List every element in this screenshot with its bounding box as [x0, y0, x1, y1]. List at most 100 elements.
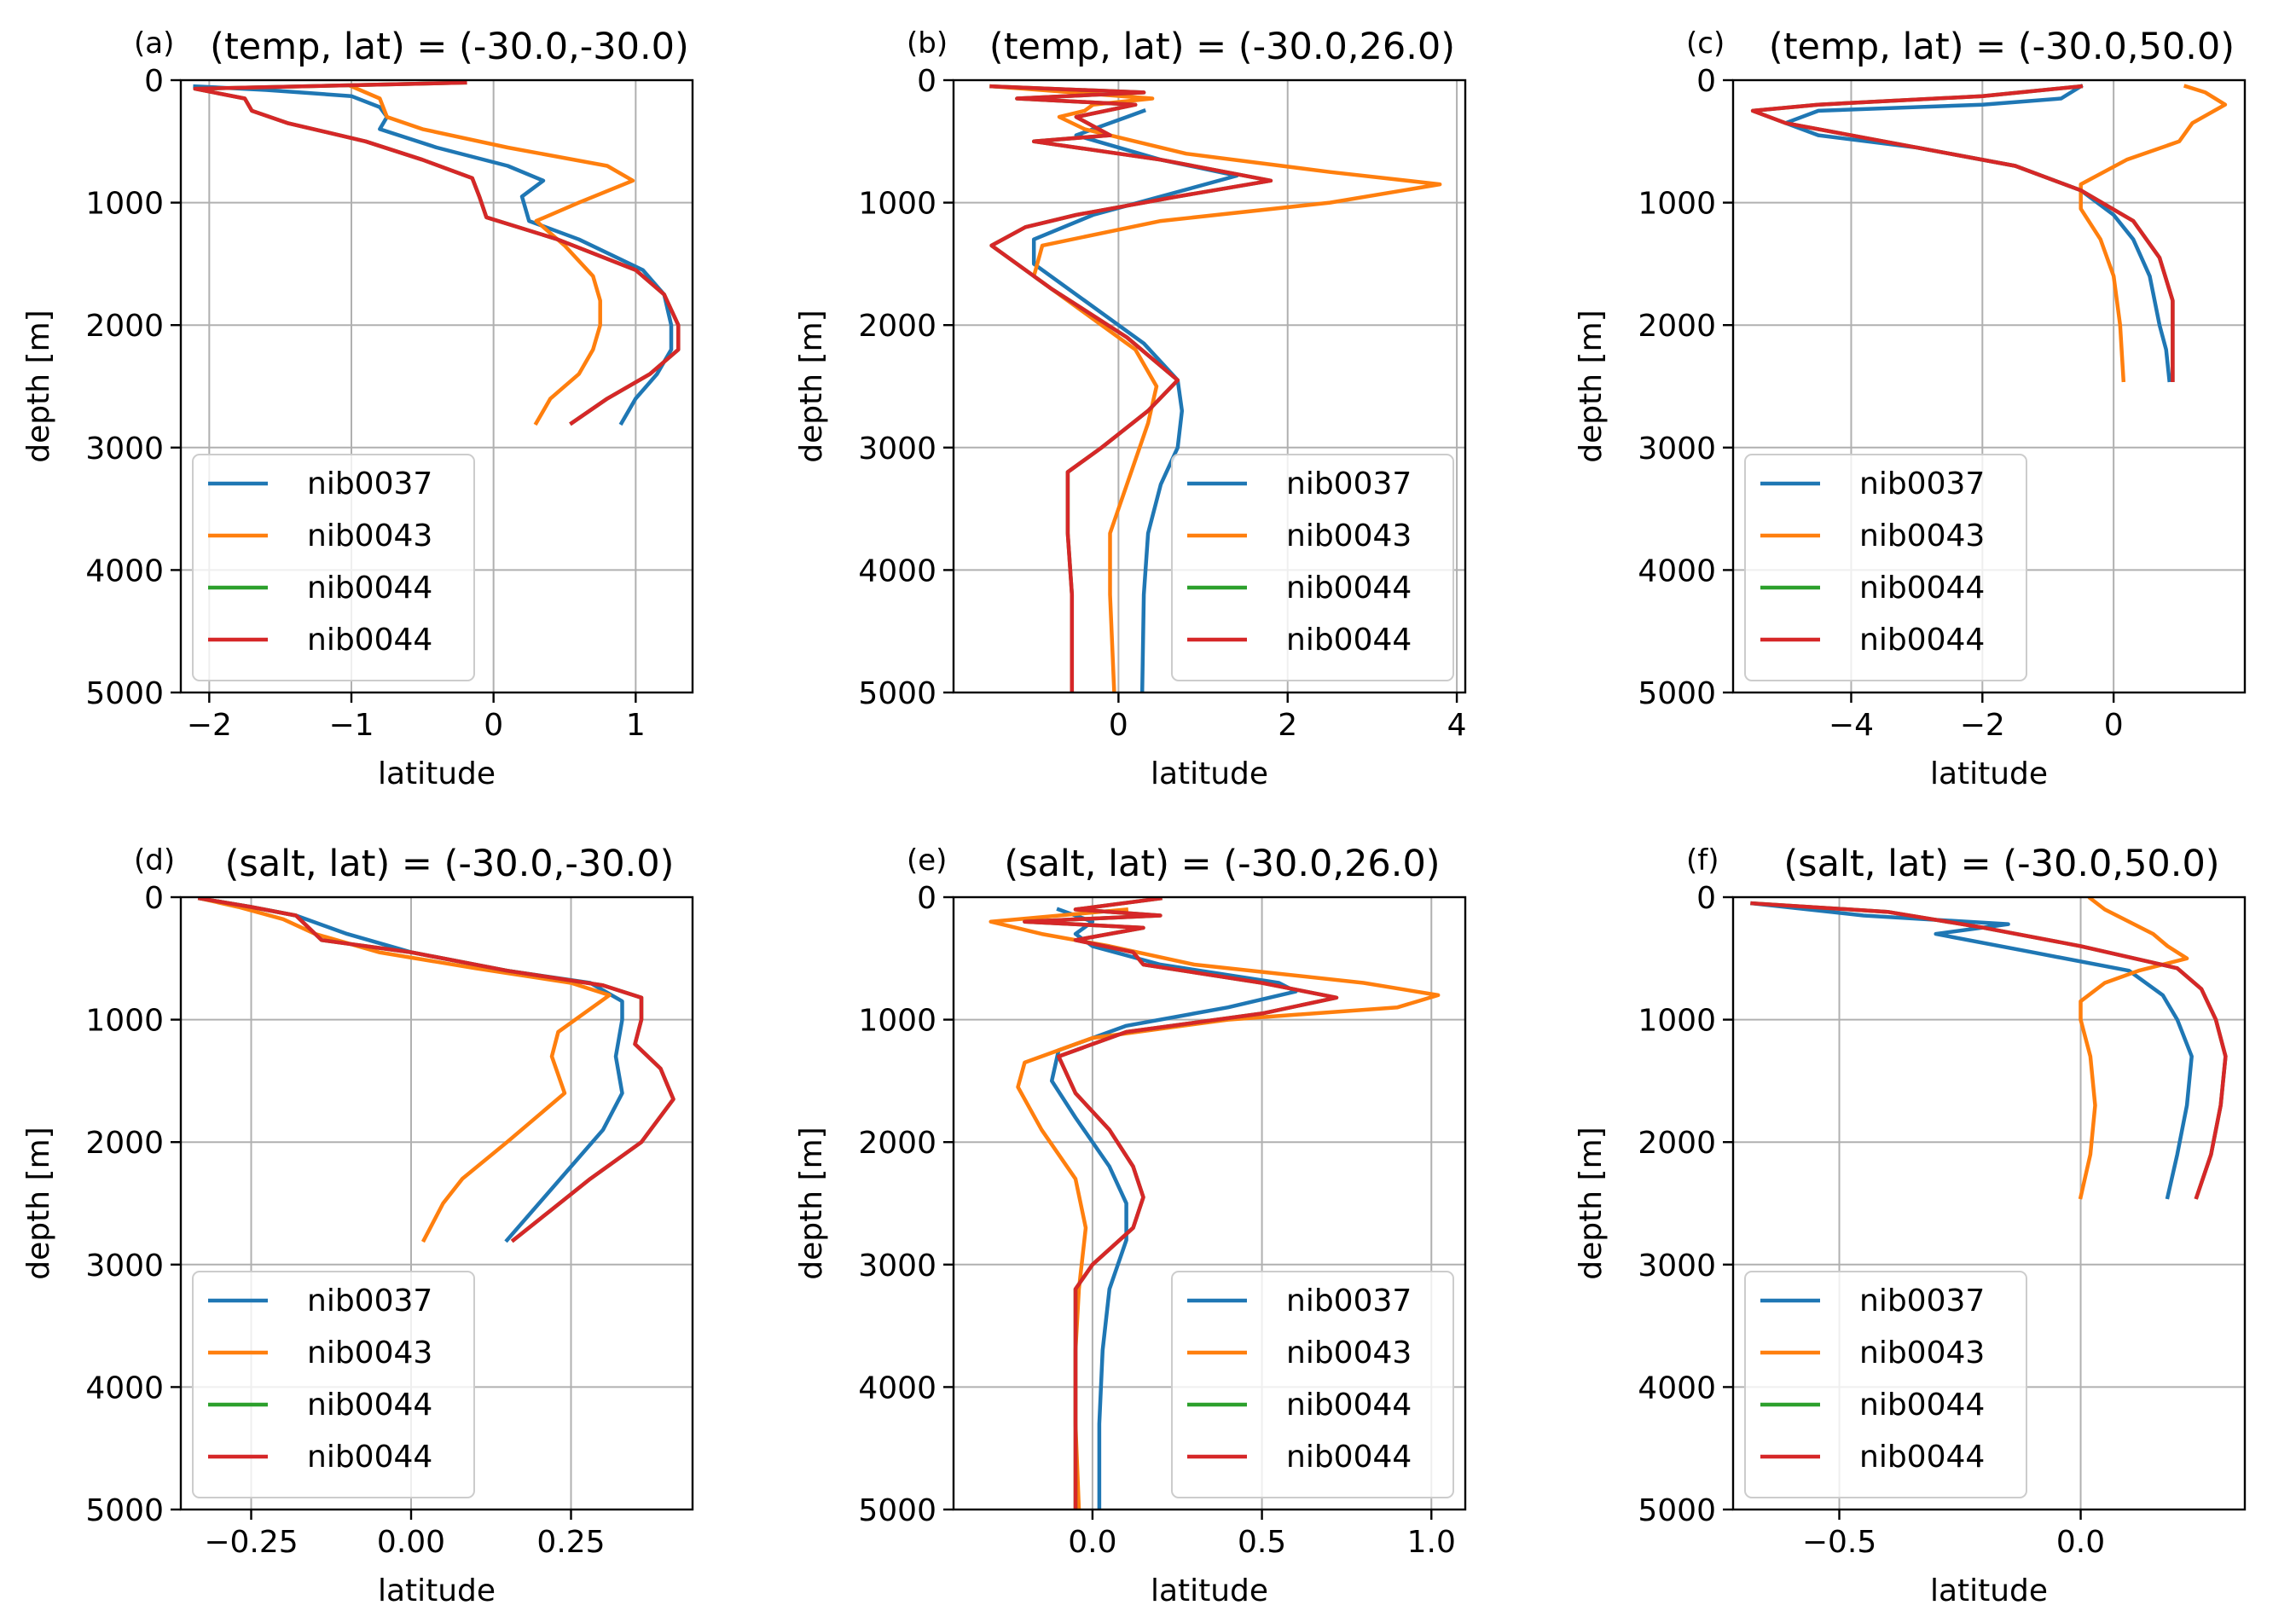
panel-c: −4 −2 0 0 1000 2000 3000 4000 5000 latitude depth …	[1574, 26, 2247, 791]
y-tick-label: 3000	[85, 1249, 164, 1284]
series-line-nib0044	[1750, 84, 2175, 383]
panel-b: 0 2 4 0 1000 2000 3000 4000 5000 latitude depth [m…	[794, 26, 1467, 791]
y-tick-label: 4000	[85, 553, 164, 588]
y-axis-label: depth [m]	[794, 310, 829, 462]
x-axis-label: latitude	[1151, 756, 1268, 791]
panel-label: (c)	[1686, 26, 1725, 61]
legend-box	[1744, 1271, 2027, 1498]
legend-entry: nib0043	[307, 1336, 432, 1371]
legend-entry: nib0037	[307, 466, 432, 501]
y-tick-label: 2000	[858, 1126, 936, 1161]
x-axis-label: latitude	[1930, 1573, 2048, 1608]
y-tick-label: 0	[144, 881, 164, 916]
y-tick-label: 1000	[858, 187, 936, 222]
x-tick-label: 1.0	[1407, 1525, 1456, 1560]
x-tick-label: 4	[1447, 708, 1467, 743]
y-tick-label: 2000	[85, 1126, 164, 1161]
x-tick-label: −2	[187, 708, 232, 743]
y-tick-label: 4000	[858, 1371, 936, 1405]
x-axis-label: latitude	[1151, 1573, 1268, 1608]
legend-entry: nib0044	[1286, 623, 1412, 658]
x-tick-label: 0.0	[2056, 1525, 2105, 1560]
series-line-nib0044	[1023, 897, 1339, 1510]
y-tick-label: 5000	[1638, 1493, 1716, 1528]
y-tick-label: 5000	[858, 1493, 936, 1528]
legend-entry: nib0043	[1286, 1336, 1412, 1371]
legend-entry: nib0044	[1286, 571, 1412, 606]
plot-frame	[952, 895, 1467, 1511]
series-line-nib0037	[1031, 108, 1239, 692]
series-line-nib0043	[197, 897, 612, 1243]
legend-entry: nib0044	[1286, 1440, 1412, 1475]
y-tick-label: 3000	[1638, 432, 1716, 466]
x-tick-label: −4	[1829, 708, 1874, 743]
legend-entry: nib0037	[1859, 1284, 1985, 1318]
series-line-nib0043	[2079, 84, 2228, 383]
legend-entry: nib0043	[307, 519, 432, 553]
panel-title: (temp, lat) = (-30.0,26.0)	[989, 26, 1455, 68]
y-tick-label: 5000	[858, 676, 936, 711]
panel-title: (salt, lat) = (-30.0,26.0)	[1004, 843, 1440, 885]
legend-entry: nib0044	[1859, 571, 1985, 606]
y-tick-label: 0	[1696, 64, 1716, 99]
panel-label: (a)	[134, 26, 174, 61]
y-tick-label: 0	[1696, 881, 1716, 916]
legend-box	[1744, 454, 2027, 681]
legend-entry: nib0044	[1859, 1440, 1985, 1475]
x-tick-label: −2	[1960, 708, 2005, 743]
legend-entry: nib0037	[307, 1284, 432, 1318]
x-axis-label: latitude	[378, 1573, 496, 1608]
x-tick-label: 2	[1278, 708, 1297, 743]
panel-label: (d)	[134, 843, 175, 878]
x-tick-label: −0.25	[204, 1525, 298, 1560]
y-axis-label: depth [m]	[794, 1127, 829, 1279]
y-tick-label: 1000	[85, 187, 164, 222]
legend-box	[192, 1271, 475, 1498]
x-tick-label: 0.0	[1068, 1525, 1116, 1560]
series-line-nib0044	[989, 84, 1273, 692]
y-tick-label: 1000	[85, 1004, 164, 1039]
y-tick-label: 3000	[858, 1249, 936, 1284]
panel-label: (e)	[907, 843, 947, 878]
series-line-nib0037	[1750, 901, 2194, 1200]
y-tick-label: 2000	[1638, 1126, 1716, 1161]
legend-box	[1171, 1271, 1454, 1498]
panel-title: (temp, lat) = (-30.0,50.0)	[1769, 26, 2235, 68]
y-axis-label: depth [m]	[21, 310, 56, 462]
legend-entry: nib0044	[307, 1440, 432, 1475]
y-tick-label: 0	[917, 64, 936, 99]
legend-entry: nib0037	[1286, 1284, 1412, 1318]
legend-entry: nib0037	[1286, 466, 1412, 501]
legend-entry: nib0044	[1859, 623, 1985, 658]
series-line-nib0044	[193, 80, 681, 426]
y-tick-label: 4000	[1638, 1371, 1716, 1405]
series-line-nib0037	[1783, 84, 2171, 383]
y-axis-label: depth [m]	[1574, 310, 1609, 462]
series-line-nib0043	[2078, 897, 2189, 1200]
legend-box	[192, 454, 475, 681]
series-line-nib0044	[197, 897, 675, 1243]
y-tick-label: 4000	[858, 553, 936, 588]
plot-frame	[179, 78, 694, 694]
legend-entry: nib0044	[1859, 1388, 1985, 1423]
y-tick-label: 5000	[85, 676, 164, 711]
series-line-nib0043	[349, 84, 635, 426]
y-tick-label: 3000	[85, 432, 164, 466]
panel-title: (salt, lat) = (-30.0,50.0)	[1783, 843, 2219, 885]
plot-frame	[1731, 895, 2247, 1511]
x-tick-label: 1	[626, 708, 646, 743]
y-tick-label: 2000	[1638, 309, 1716, 344]
panel-d: −0.25 0.00 0.25 0 1000 2000 3000 4000 5000 latitu…	[21, 843, 694, 1608]
legend-entry: nib0043	[1859, 519, 1985, 553]
series-line-nib0044	[197, 897, 675, 1243]
x-axis-label: latitude	[1930, 756, 2048, 791]
x-tick-label: 0.00	[377, 1525, 445, 1560]
legend-entry: nib0044	[307, 571, 432, 606]
x-tick-label: −1	[328, 708, 374, 743]
x-tick-label: 0	[1109, 708, 1128, 743]
x-tick-label: 0.25	[536, 1525, 605, 1560]
y-tick-label: 4000	[1638, 553, 1716, 588]
panel-a: −2 −1 0 1 0 1000 2000 3000 4000 5000 latitude depth…	[21, 26, 694, 791]
y-tick-label: 0	[917, 881, 936, 916]
